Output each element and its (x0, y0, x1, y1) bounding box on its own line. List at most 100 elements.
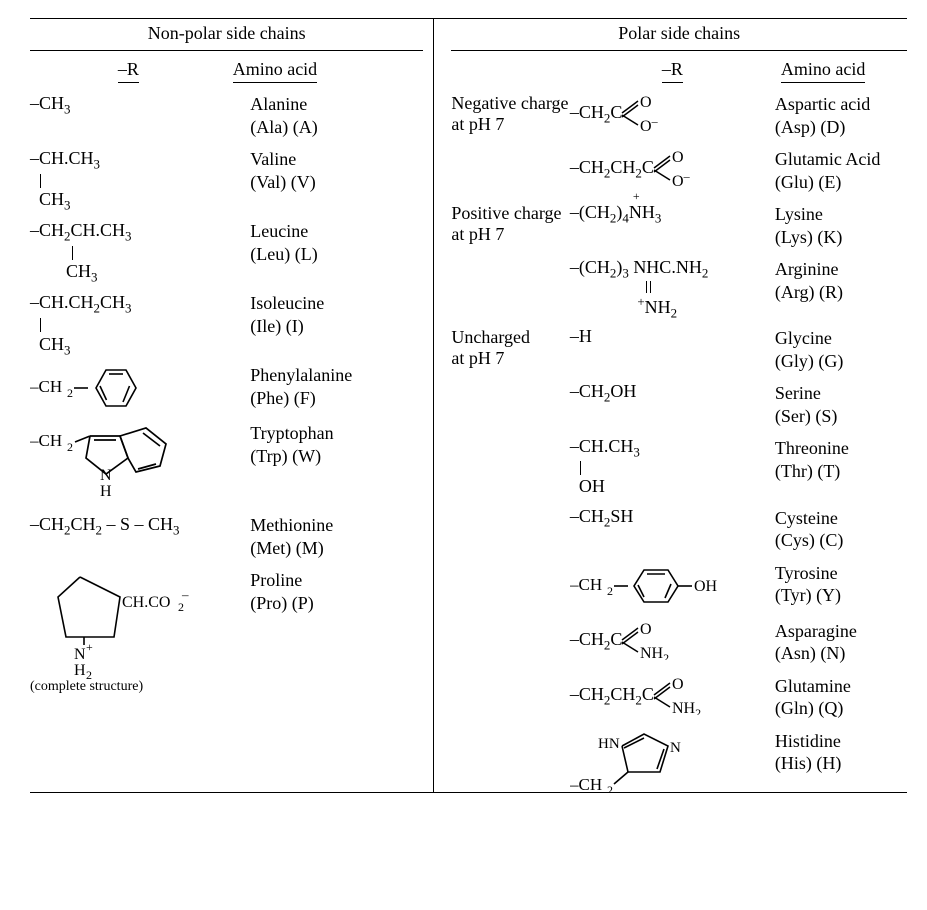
amino-acid-label: Glutamic Acid(Glu) (E) (775, 148, 907, 193)
r-formula: –(CH2)3 NHC.NH2 +NH2 (570, 258, 775, 317)
polar-row: –CH2SHCysteine(Cys) (C) (451, 507, 907, 552)
amino-acid-label: Cysteine(Cys) (C) (775, 507, 907, 552)
svg-text:+: + (86, 640, 93, 654)
polar-row: –CH2CH2C O O– Glutamic Acid(Glu) (E) (451, 148, 907, 193)
svg-text:N: N (100, 467, 112, 484)
amino-acid-label: Glycine(Gly) (G) (775, 327, 907, 372)
r-formula: –CH2C O O– (570, 93, 775, 133)
charge-category: Positive chargeat pH 7 (451, 203, 569, 244)
r-formula: –CH2CH2 – S – CH3 (30, 514, 250, 535)
amino-acid-label: Tryptophan(Trp) (W) (250, 422, 423, 467)
r-formula: –CH 2 OH (570, 562, 775, 610)
polar-row: –CH2C O NH2 Asparagine(Asn) (N) (451, 620, 907, 665)
r-formula: –H (570, 327, 775, 347)
polar-row: –CH2OHSerine(Ser) (S) (451, 382, 907, 427)
svg-text:–CH: –CH (570, 775, 602, 792)
r-formula: –CH 2 N H (30, 422, 250, 504)
amino-acid-label: Serine(Ser) (S) (775, 382, 907, 427)
amino-acid-label: Aspartic acid(Asp) (D) (775, 93, 907, 138)
amino-acid-label: Threonine(Thr) (T) (775, 437, 907, 482)
nonpolar-row: –CH 2 Phenylalanine(Phe) (F) (30, 364, 423, 412)
polar-row: Positive chargeat pH 7–(CH2)4+NH3Lysine(… (451, 203, 907, 248)
svg-text:2: 2 (607, 584, 613, 598)
amino-acid-label: Glutamine(Gln) (Q) (775, 675, 907, 720)
svg-text:2: 2 (86, 668, 92, 679)
amino-acid-label: Phenylalanine(Phe) (F) (250, 364, 423, 409)
col-R-header-right: –R (662, 59, 683, 83)
svg-text:OH: OH (694, 578, 718, 595)
columns-container: Non-polar side chains –R Amino acid –CH3… (30, 19, 907, 792)
r-formula: HN N –CH 2 (570, 730, 775, 792)
col-aa-header-left: Amino acid (233, 59, 317, 83)
polar-row: –(CH2)3 NHC.NH2 +NH2Arginine(Arg) (R) (451, 258, 907, 317)
svg-text:N: N (670, 740, 681, 756)
svg-text:2: 2 (67, 440, 73, 454)
amino-acid-label: Isoleucine(Ile) (I) (250, 292, 423, 337)
charge-category: Unchargedat pH 7 (451, 327, 569, 368)
svg-text:O: O (640, 621, 652, 638)
svg-text:O–: O– (640, 114, 659, 133)
r-formula: –CH2CH2C O O– (570, 148, 775, 188)
structure-note: (complete structure) (30, 679, 250, 695)
svg-text:O: O (672, 149, 684, 166)
svg-text:2: 2 (67, 386, 73, 400)
vertical-divider (433, 19, 434, 792)
svg-text:–CH: –CH (30, 377, 62, 396)
r-formula: –CH2SH (570, 507, 775, 527)
polar-row: –CH.CH3 OHThreonine(Thr) (T) (451, 437, 907, 496)
svg-text:HN: HN (598, 736, 620, 752)
svg-text:2: 2 (607, 783, 613, 792)
nonpolar-row: –CH.CH3 CH3Valine(Val) (V) (30, 148, 423, 210)
svg-text:NH2: NH2 (672, 700, 701, 715)
svg-text:2: 2 (178, 600, 184, 614)
col-aa-header-right: Amino acid (781, 59, 865, 83)
svg-text:O–: O– (672, 169, 691, 188)
r-formula: –CH.CH3 CH3 (30, 148, 250, 210)
r-formula: –CH2CH.CH3 CH3 (30, 220, 250, 282)
nonpolar-row: CH.CO 2 – N + H 2 (complete structure)Pr… (30, 569, 423, 695)
nonpolar-title: Non-polar side chains (30, 19, 423, 50)
nonpolar-column: Non-polar side chains –R Amino acid –CH3… (30, 19, 433, 792)
polar-row: –CH 2 OH Tyrosine(Tyr) (Y) (451, 562, 907, 610)
r-formula: –CH2CH2C O NH2 (570, 675, 775, 715)
amino-acid-label: Proline(Pro) (P) (250, 569, 423, 614)
polar-row: HN N –CH 2 Histidine(His) (H) (451, 730, 907, 792)
nonpolar-row: –CH2CH.CH3 CH3Leucine(Leu) (L) (30, 220, 423, 282)
polar-row: Unchargedat pH 7–HGlycine(Gly) (G) (451, 327, 907, 372)
r-formula: –CH2OH (570, 382, 775, 402)
amino-acid-label: Leucine(Leu) (L) (250, 220, 423, 265)
svg-text:H: H (100, 483, 112, 500)
r-formula: –CH2C O NH2 (570, 620, 775, 660)
svg-text:H: H (74, 662, 86, 679)
amino-acid-label: Asparagine(Asn) (N) (775, 620, 907, 665)
svg-text:–CH: –CH (30, 431, 62, 450)
nonpolar-row: –CH 2 N H Tryptophan(Trp) (W) (30, 422, 423, 504)
nonpolar-row: –CH3Alanine(Ala) (A) (30, 93, 423, 138)
polar-column: Polar side chains –R Amino acid Negative… (433, 19, 907, 792)
svg-text:N: N (74, 646, 86, 663)
svg-text:CH.CO: CH.CO (122, 594, 170, 611)
svg-text:–: – (181, 587, 189, 602)
amino-acid-label: Lysine(Lys) (K) (775, 203, 907, 248)
amino-acid-label: Valine(Val) (V) (250, 148, 423, 193)
charge-category: Negative chargeat pH 7 (451, 93, 569, 134)
amino-acid-label: Methionine(Met) (M) (250, 514, 423, 559)
svg-text:O: O (672, 676, 684, 693)
amino-acid-label: Tyrosine(Tyr) (Y) (775, 562, 907, 607)
nonpolar-row: –CH2CH2 – S – CH3Methionine(Met) (M) (30, 514, 423, 559)
amino-acid-label: Arginine(Arg) (R) (775, 258, 907, 303)
amino-acid-label: Alanine(Ala) (A) (250, 93, 423, 138)
polar-row: Negative chargeat pH 7 –CH2C O O– Aspart… (451, 93, 907, 138)
svg-text:O: O (640, 94, 652, 111)
nonpolar-row: –CH.CH2CH3 CH3Isoleucine(Ile) (I) (30, 292, 423, 354)
col-R-header-left: –R (118, 59, 139, 83)
r-formula: –CH.CH3 OH (570, 437, 775, 496)
polar-title: Polar side chains (451, 19, 907, 50)
r-formula: CH.CO 2 – N + H 2 (complete structure) (30, 569, 250, 695)
amino-acid-label: Histidine(His) (H) (775, 730, 907, 775)
svg-text:NH2: NH2 (640, 645, 669, 660)
r-formula: –CH.CH2CH3 CH3 (30, 292, 250, 354)
r-formula: –CH3 (30, 93, 250, 114)
polar-row: –CH2CH2C O NH2 Glutamine(Gln) (Q) (451, 675, 907, 720)
r-formula: –CH 2 (30, 364, 250, 412)
